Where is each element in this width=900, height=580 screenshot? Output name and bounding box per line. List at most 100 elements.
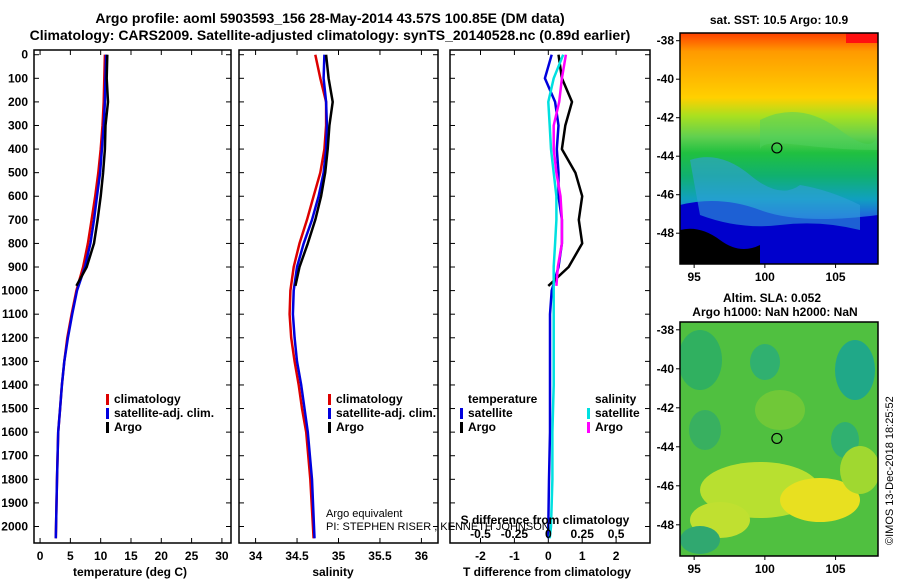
x2-tick-label: -0.25 (501, 527, 529, 541)
legend-label-climatology: climatology (114, 392, 181, 406)
legend-swatch-satellite (106, 408, 109, 419)
legend-label-climatology: climatology (336, 392, 403, 406)
difference-legend: temperature satellite Argo salinity sate… (460, 392, 640, 434)
annotation-argo-equivalent: Argo equivalent (326, 508, 402, 520)
map-y-tick-label: -38 (657, 34, 675, 48)
temperature-panel (33, 49, 232, 544)
chart-title-line2: Climatology: CARS2009. Satellite-adjuste… (29, 27, 631, 43)
map-y-tick-label: -42 (657, 401, 675, 415)
map-x-tick-label: 100 (755, 270, 775, 284)
x-tick-label: 0 (545, 549, 552, 563)
series-line-satellite-adj-clim- (54, 54, 108, 539)
x-tick-label: 34 (249, 549, 263, 563)
legend-label-argo: Argo (114, 420, 142, 434)
map-y-tick-label: -48 (657, 226, 675, 240)
salinity-legend: climatology satellite-adj. clim. Argo (328, 392, 436, 434)
x-tick-label: 36 (415, 549, 429, 563)
legend-label-s-argo: Argo (595, 420, 623, 434)
y-tick-label: 300 (8, 118, 28, 132)
map-y-tick-label: -44 (657, 149, 675, 163)
sla-argo-location-marker (771, 432, 783, 445)
legend-label-satellite-adj: satellite-adj. clim. (336, 406, 436, 420)
map-y-tick-label: -46 (657, 188, 675, 202)
y-tick-label: 1500 (1, 402, 28, 416)
imos-timestamp: ©IMOS 13-Dec-2018 18:25:52 (884, 396, 896, 545)
x-tick-label: 35.5 (368, 549, 392, 563)
difference-panel (449, 49, 651, 544)
series-line-climatology (288, 54, 328, 539)
x-tick-label: 1 (579, 549, 586, 563)
x-tick-label: 20 (155, 549, 169, 563)
y-tick-label: 400 (8, 142, 28, 156)
x-tick-label: 34.5 (285, 549, 309, 563)
y-tick-label: 1000 (1, 284, 28, 298)
map-y-tick-label: -38 (657, 323, 675, 337)
temperature-legend: climatology satellite-adj. clim. Argo (106, 392, 214, 434)
x-tick-label: 5 (67, 549, 74, 563)
x2-tick-label: 0 (545, 527, 552, 541)
annotation-pi-names: PI: STEPHEN RISER , KENNETH JOHNSON (326, 521, 550, 533)
legend-swatch-satellite (328, 408, 331, 419)
legend-swatch-climatology (328, 394, 331, 405)
y-tick-label: 1900 (1, 496, 28, 510)
series-line-temperature-argo (547, 54, 584, 287)
y-tick-label: 1200 (1, 331, 28, 345)
y-tick-label: 500 (8, 166, 28, 180)
x2-tick-label: 0.25 (571, 527, 595, 541)
x-tick-label: 15 (124, 549, 138, 563)
series-line-argo (294, 54, 334, 287)
y-tick-label: 1700 (1, 449, 28, 463)
legend-label-satellite-adj: satellite-adj. clim. (114, 406, 214, 420)
temperature-axis-label: temperature (deg C) (73, 565, 187, 579)
series-line-salinity-argo (552, 54, 568, 286)
map-x-tick-label: 95 (687, 270, 701, 284)
sst-map-title: sat. SST: 10.5 Argo: 10.9 (710, 13, 849, 27)
map-y-tick-label: -42 (657, 111, 675, 125)
legend-swatch-argo (106, 422, 109, 433)
x-tick-label: 35 (332, 549, 346, 563)
legend-swatch-s-argo (587, 422, 590, 433)
salinity-frame (238, 49, 439, 544)
y-tick-label: 700 (8, 213, 28, 227)
sla-map-title-line2: Argo h1000: NaN h2000: NaN (692, 305, 857, 319)
series-line-argo (75, 54, 110, 287)
sla-map-title-line1: Altim. SLA: 0.052 (723, 291, 821, 305)
x-tick-label: 30 (215, 549, 229, 563)
series-line-climatology (54, 54, 107, 539)
map-y-tick-label: -48 (657, 518, 675, 532)
sst-argo-location-marker (771, 142, 783, 154)
series-line-salinity-satellite (547, 54, 565, 539)
s-difference-axis-label: S difference from climatology (461, 513, 630, 527)
legend-label-s-satellite: satellite (595, 406, 640, 420)
legend-swatch-t-satellite (460, 408, 463, 419)
y-tick-label: 2000 (1, 519, 28, 533)
legend-label-t-satellite: satellite (468, 406, 513, 420)
map-x-tick-label: 105 (826, 562, 846, 576)
legend-label-t-argo: Argo (468, 420, 496, 434)
salinity-axis-label: salinity (312, 565, 354, 579)
x-tick-label: 0 (37, 549, 44, 563)
legend-title-salinity: salinity (595, 392, 637, 406)
legend-swatch-climatology (106, 394, 109, 405)
map-y-tick-label: -44 (657, 440, 675, 454)
map-y-tick-label: -46 (657, 479, 675, 493)
y-tick-label: 1600 (1, 425, 28, 439)
legend-label-argo: Argo (336, 420, 364, 434)
temperature-frame (33, 49, 232, 544)
y-tick-label: 1800 (1, 472, 28, 486)
x-tick-label: 10 (94, 549, 108, 563)
y-tick-label: 1300 (1, 354, 28, 368)
map-x-tick-label: 105 (826, 270, 846, 284)
legend-swatch-argo (328, 422, 331, 433)
map-x-tick-label: 100 (755, 562, 775, 576)
legend-swatch-s-satellite (587, 408, 590, 419)
x2-tick-label: 0.5 (608, 527, 625, 541)
sla-map-image (680, 322, 878, 556)
y-tick-label: 200 (8, 95, 28, 109)
y-tick-label: 800 (8, 236, 28, 250)
legend-swatch-t-argo (460, 422, 463, 433)
map-y-tick-label: -40 (657, 72, 675, 86)
salinity-panel (238, 49, 439, 544)
x2-tick-label: -0.5 (470, 527, 491, 541)
y-tick-label: 1400 (1, 378, 28, 392)
